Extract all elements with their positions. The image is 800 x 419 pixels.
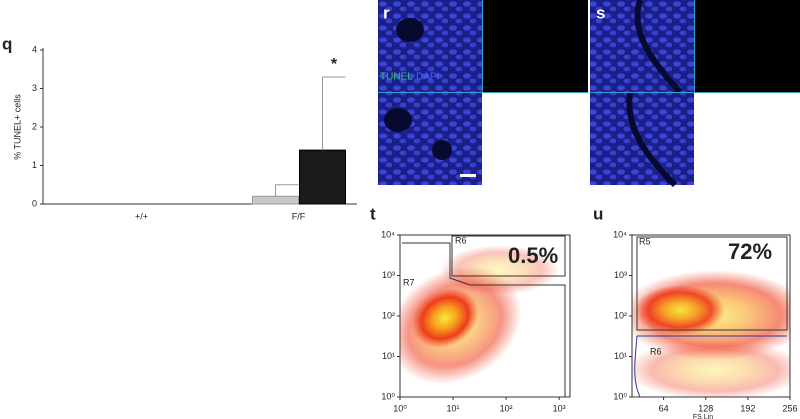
cloud [411,288,479,348]
x-tick-label: 10⁰ [393,403,407,413]
y-tick-label: 10³ [382,270,395,280]
significance-mark: * [331,56,338,73]
y-tick-label: 4 [32,44,37,54]
y-tick-label: 10⁴ [613,229,627,239]
gate [402,242,566,397]
y-tick-label: 10¹ [382,351,395,361]
bar [299,149,346,205]
density-cloud [400,245,560,385]
stain-label: TUNEL [380,72,413,83]
panel-label: t [370,204,376,223]
gate [451,235,566,277]
percent-label: 0.5% [508,243,558,268]
gate-label: R6 [455,235,467,245]
x-tick-label: 64 [659,403,669,413]
bar [252,195,299,205]
gate-label: R5 [639,236,651,246]
gate-label: R6 [650,346,662,356]
y-tick-label: 3 [32,83,37,93]
y-tick-label: 10² [614,310,627,320]
x-axis-label: FS Lin [693,414,713,419]
percent-label: 72% [728,239,772,264]
micrograph-r [378,0,588,185]
x-tick-label: F/F [292,211,306,221]
panel-label: r [383,3,390,22]
y-tick-label: 2 [32,121,37,131]
error-bar [275,184,299,197]
y-tick-label: 10³ [614,270,627,280]
x-tick-label: 192 [740,403,755,413]
x-tick-label: 256 [782,403,797,413]
cloud [635,285,725,335]
y-tick-label: 0 [32,198,37,208]
y-tick-label: 10⁰ [381,391,395,401]
panel-label: s [596,3,605,22]
y-tick-label: 10⁰ [613,391,627,401]
gate [636,236,788,331]
stain-label: DAPI [416,72,439,83]
cloud [440,245,560,295]
error-bar [322,76,346,151]
cloud [632,340,790,397]
panel-label: u [593,204,603,223]
y-axis-label: % TUNEL+ cells [12,94,22,160]
panel-label: q [2,34,12,53]
micrograph-s [590,0,800,188]
gate [634,335,787,398]
y-tick-label: 1 [32,160,37,170]
density-cloud [632,270,790,397]
x-tick-label: 10³ [553,403,566,413]
y-tick-label: 10⁴ [381,229,395,239]
gate-label: R7 [403,277,415,287]
y-tick-label: 10² [382,310,395,320]
x-tick-label: 10² [500,403,513,413]
y-tick-label: 10¹ [614,351,627,361]
x-tick-label: 128 [698,403,713,413]
x-tick-label: +/+ [135,211,148,221]
x-tick-label: 10¹ [447,403,460,413]
